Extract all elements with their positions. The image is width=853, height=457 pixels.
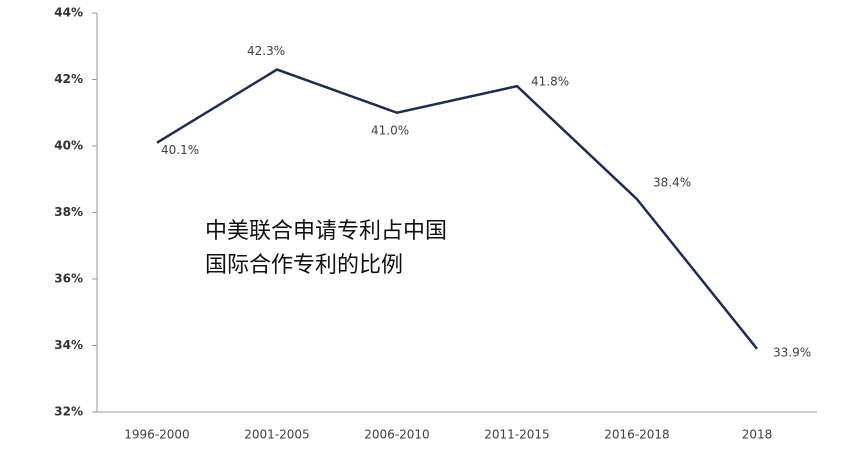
x-tick-label: 2001-2005 <box>244 428 309 442</box>
x-tick-label: 2016-2018 <box>604 428 669 442</box>
y-tick-label: 34% <box>54 338 83 352</box>
value-label: 41.8% <box>531 75 569 89</box>
value-label: 38.4% <box>653 176 691 190</box>
value-label: 33.9% <box>773 345 811 359</box>
value-label: 40.1% <box>161 143 199 157</box>
x-tick-label: 1996-2000 <box>124 428 189 442</box>
value-label: 41.0% <box>371 123 409 137</box>
x-tick-label: 2018 <box>742 428 773 442</box>
y-tick-label: 38% <box>54 205 83 219</box>
y-tick-label: 36% <box>54 272 83 286</box>
y-tick-label: 32% <box>54 405 83 419</box>
line <box>156 68 758 350</box>
y-tick-label: 40% <box>54 139 83 153</box>
annotation: 国际合作专利的比例 <box>205 253 403 278</box>
y-tick-label: 42% <box>54 72 83 86</box>
annotation: 中美联合申请专利占中国 <box>205 219 447 244</box>
x-tick-label: 2006-2010 <box>364 428 429 442</box>
y-tick-label: 44% <box>54 6 83 20</box>
x-tick-label: 2011-2015 <box>484 428 549 442</box>
value-label: 42.3% <box>247 44 285 58</box>
